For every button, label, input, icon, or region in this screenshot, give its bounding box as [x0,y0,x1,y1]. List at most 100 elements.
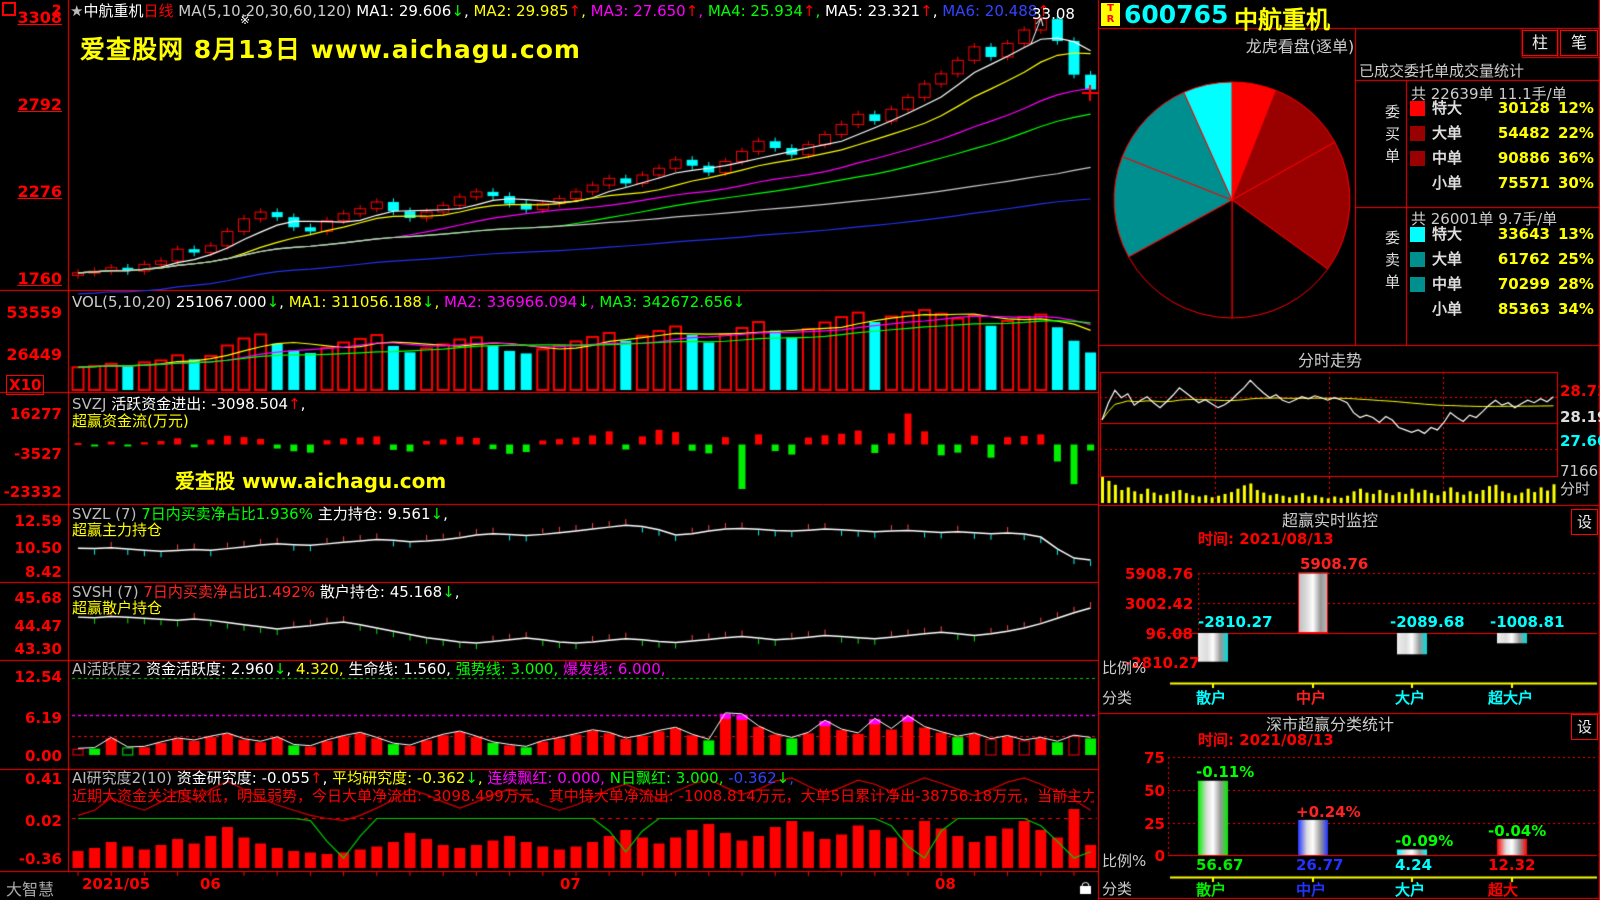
text-segment: AI活跃度2 [72,660,146,678]
shenshi-title: 深市超赢分类统计 [1265,715,1394,734]
shenshi-change-label: -0.11% [1196,763,1255,781]
text-segment: ↑ [802,2,816,20]
text-segment: 中航重机 [83,2,144,20]
buy-summary: 共 22639单 11.1手/单 [1411,85,1567,103]
text-segment: MA2: 29.985 [473,2,569,20]
text-segment: MA1: 29.606 [356,2,452,20]
svzl-axis-label: 12.59 [14,512,62,530]
text-segment: ↓ [430,505,444,523]
text-segment: , [589,293,600,311]
text-segment: , [286,660,296,678]
ai2-axis-label: -0.36 [18,850,62,868]
text-segment: , [581,2,591,20]
svsh-axis-label: 43.30 [14,640,62,658]
shenshi-bar-value: 4.24 [1395,856,1433,874]
text-segment: ↓ [465,769,478,787]
shenshi-change-label: -0.04% [1488,822,1547,840]
tick-mode-button[interactable]: 笔 [1560,30,1598,56]
stock-code: 600765 [1124,0,1229,29]
svzl-title: SVZL (7) 7日内买卖净占比1.936% 主力持仓: 9.561↓, [72,506,448,523]
ai2-axis-label: 0.02 [24,812,62,830]
text-segment: , [698,2,708,20]
text-segment: , [279,293,289,311]
monitor-bar-value: 5908.76 [1300,555,1369,573]
shenshi-category: 超大 [1488,881,1519,899]
shenshi-settings-button[interactable]: 设 [1571,714,1598,740]
text-segment: ↓ [266,293,280,311]
app-corner-icon[interactable] [2,2,16,16]
text-segment: 7日内买卖净占比1.492% [143,583,316,601]
text-segment: MA4: 25.934 [707,2,803,20]
order-row-volume: 61762 [1497,250,1550,268]
order-row-volume: 75571 [1497,174,1550,192]
order-color-swatch [1410,151,1425,166]
fenshi-mode-label: 分时 [1560,480,1591,498]
order-row-volume: 30128 [1497,99,1550,117]
order-color-swatch [1410,277,1425,292]
monitor-ratio-label: 比例% [1102,659,1147,677]
svzj-axis-label: -3527 [14,445,62,463]
text-segment: SVZL (7) [72,505,142,523]
order-table-header: 已成交委托单成交量统计 [1359,62,1525,80]
ai2-axis-label: 0.41 [24,770,62,788]
text-segment: 强势线: 3.000, [450,660,559,678]
text-segment: ↑ [685,2,699,20]
watermark: 爱查股网 8月13日 www.aichagu.com [80,35,581,64]
text-segment: ↑ [920,2,933,20]
help-icon[interactable]: ? [52,1,62,20]
text-segment: , [932,2,943,20]
shenshi-change-label: +0.24% [1296,803,1361,821]
order-row-volume: 85363 [1497,300,1550,318]
ai1-axis-label: 12.54 [14,668,62,686]
stock-name: 中航重机 [1234,6,1330,34]
marker-icon: ※ [240,13,251,27]
order-row-percent: 30% [1558,174,1594,192]
text-segment: 爆发线: 6.000, [558,660,666,678]
timeline-label: 2021/05 [82,875,151,893]
text-segment: ↓ [776,769,790,787]
monitor-time: 时间: 2021/08/13 [1198,530,1334,548]
text-segment: ↓ [451,2,464,20]
text-segment: ↓ [421,293,435,311]
monitor-bar-value: -2810.27 [1198,613,1273,631]
text-segment: ↑ [288,395,301,413]
text-segment: ↓ [577,293,590,311]
text-segment: 日线 [143,2,174,20]
order-row-label: 特大 [1432,99,1463,117]
text-segment: SVSH (7) [72,583,144,601]
order-row-percent: 34% [1558,300,1594,318]
shenshi-bar-value: 12.32 [1488,856,1536,874]
kline-axis-label: 3308 [17,8,62,27]
order-row-volume: 90886 [1497,149,1550,167]
text-segment: N日飘红: 3.000, [604,769,724,787]
sell-side-label: 委卖单 [1383,230,1401,296]
watermark-small: 爱查股 www.aichagu.com [175,469,447,493]
svsh-subtitle: 超赢散户持仓 [72,599,163,617]
text-segment: , [815,2,826,20]
monitor-settings-button[interactable]: 设 [1571,509,1598,535]
order-color-swatch [1410,101,1425,116]
text-segment: ↑ [309,769,323,787]
text-segment: ↓ [732,293,746,311]
order-row-volume: 70299 [1497,275,1550,293]
svsh-title: SVSH (7) 7日内买卖净占比1.492% 散户持仓: 45.168↓, [72,584,460,601]
text-segment: , [434,293,445,311]
order-row-label: 小单 [1432,300,1463,318]
vol-axis-label: 26449 [6,345,62,364]
kline-axis-label: 2276 [17,182,62,201]
order-row-percent: 25% [1558,250,1594,268]
order-row-percent: 12% [1558,99,1594,117]
text-segment: MA3: 342672.656 [599,293,733,311]
text-segment: 主力持仓: 9.561 [312,505,431,523]
peak-price-label: 33.08 [1032,5,1075,23]
column-mode-button[interactable]: 柱 [1522,30,1558,56]
text-segment: MA(5,10,20,30,60,120) [173,2,357,20]
shenshi-bar-value: 56.67 [1196,856,1244,874]
text-segment: 资金研究度: -0.055 [176,769,310,787]
svzj-axis-label: 16277 [9,405,62,423]
order-row-percent: 13% [1558,225,1594,243]
shenshi-change-label: -0.09% [1395,832,1454,850]
text-segment: , [789,769,794,787]
